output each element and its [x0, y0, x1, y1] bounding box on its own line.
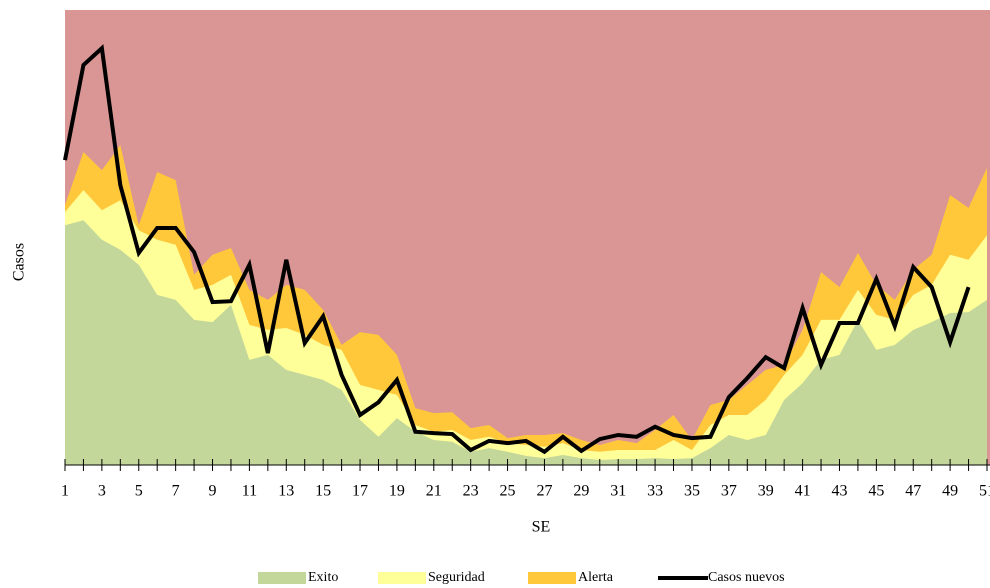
- x-tick-label: 15: [315, 483, 331, 500]
- x-tick-label: 17: [352, 483, 368, 500]
- x-tick-label: 43: [831, 483, 847, 500]
- x-tick-label: 39: [758, 483, 774, 500]
- x-tick-label: 31: [610, 483, 626, 500]
- x-tick-label: 47: [905, 483, 921, 500]
- legend-label: Alerta: [578, 570, 614, 585]
- x-tick-label: 51: [979, 483, 990, 500]
- legend-label: Seguridad: [428, 570, 485, 585]
- x-tick-label: 37: [721, 483, 737, 500]
- line: [63, 44, 971, 455]
- x-tick-label: 33: [647, 483, 663, 500]
- x-tick-label: 19: [389, 483, 405, 500]
- x-tick-label: 25: [500, 483, 516, 500]
- x-tick-label: 5: [135, 483, 143, 500]
- x-tick-label: 29: [573, 483, 589, 500]
- x-tick-label: 35: [684, 483, 700, 500]
- legend-swatch: [258, 572, 306, 584]
- x-tick-label: 27: [536, 483, 552, 500]
- y-axis-label: Casos: [11, 243, 28, 281]
- x-tick-label: 9: [209, 483, 217, 500]
- legend-label: Exito: [308, 570, 338, 585]
- legend-item: Alerta: [528, 570, 614, 585]
- x-tick-label: 49: [942, 483, 958, 500]
- x-tick-label: 21: [426, 483, 442, 500]
- x-tick-label: 7: [172, 483, 180, 500]
- legend-swatch: [528, 572, 576, 584]
- x-tick-label: 13: [278, 483, 294, 500]
- x-tick-label: 41: [795, 483, 811, 500]
- legend-label: Casos nuevos: [708, 570, 785, 585]
- x-tick-label: 45: [868, 483, 884, 500]
- legend-item: Casos nuevos: [658, 570, 785, 585]
- legend-item: Seguridad: [378, 570, 485, 585]
- x-tick-label: 23: [463, 483, 479, 500]
- x-tick-label: 11: [242, 483, 257, 500]
- legend-swatch: [378, 572, 426, 584]
- x-tick-label: 3: [98, 483, 106, 500]
- x-tick-label: 1: [61, 483, 69, 500]
- legend-item: Exito: [258, 570, 338, 585]
- x-axis-label: SE: [532, 519, 551, 536]
- area: [65, 220, 987, 465]
